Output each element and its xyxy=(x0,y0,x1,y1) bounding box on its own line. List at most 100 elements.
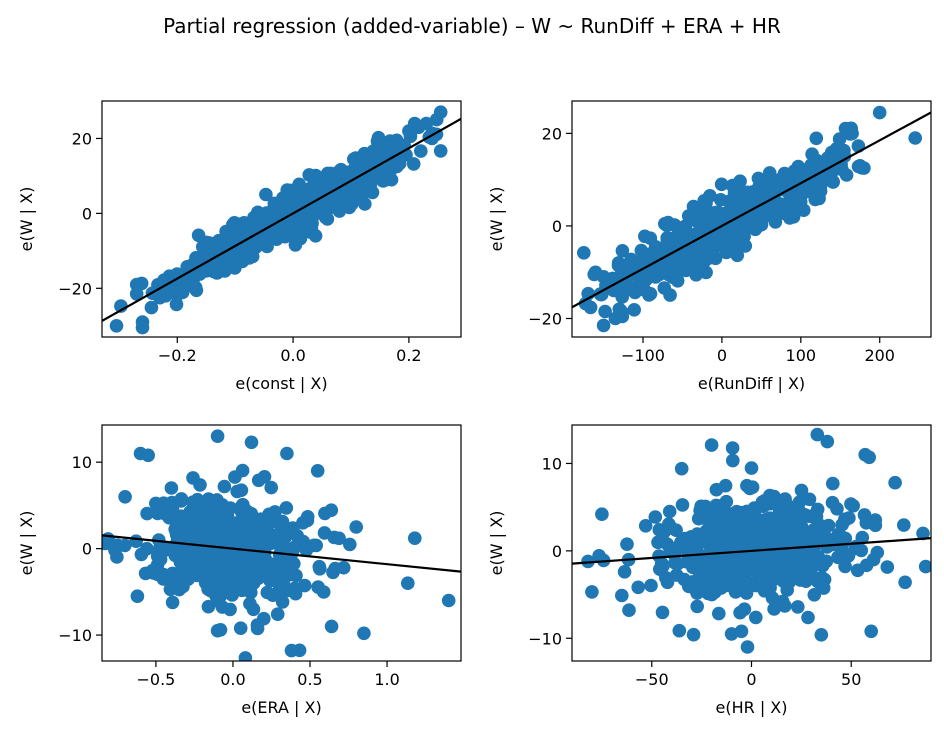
data-point xyxy=(660,234,675,248)
data-point xyxy=(743,551,757,566)
data-point xyxy=(286,193,301,208)
data-point xyxy=(686,627,701,642)
data-point xyxy=(585,585,599,599)
data-point xyxy=(714,177,729,192)
y-tick-label: −10 xyxy=(528,629,562,648)
data-point xyxy=(627,303,641,317)
data-point xyxy=(288,586,303,601)
x-tick-label: 0.0 xyxy=(220,670,245,689)
data-point xyxy=(218,264,232,278)
data-point xyxy=(757,557,772,572)
data-point xyxy=(749,524,763,539)
data-point xyxy=(158,289,173,303)
data-point xyxy=(129,534,143,548)
panel-hr: −50 0 50 −10 0 10 e(HR | X) e(W | X) xyxy=(487,424,932,717)
data-point xyxy=(257,470,272,484)
data-point xyxy=(621,278,635,293)
data-point xyxy=(165,595,180,610)
data-point xyxy=(697,194,711,208)
data-point xyxy=(866,552,881,567)
data-point xyxy=(810,427,825,442)
data-point xyxy=(247,210,261,225)
data-point xyxy=(204,573,218,587)
data-point xyxy=(837,143,851,158)
x-tick-label: −0.2 xyxy=(158,346,197,365)
data-point xyxy=(592,549,606,563)
data-point xyxy=(620,537,634,551)
data-point xyxy=(324,619,339,634)
data-point xyxy=(433,144,448,158)
data-point xyxy=(671,556,685,571)
data-point xyxy=(809,160,823,174)
data-point xyxy=(419,116,434,131)
data-point xyxy=(193,496,207,510)
data-point xyxy=(182,554,196,568)
panel-era: −0.5 0.0 0.5 1.0 −10 0 10 e(ERA | X) e(W | X) xyxy=(17,424,462,717)
data-point xyxy=(817,527,831,542)
data-point xyxy=(153,552,168,567)
data-point xyxy=(703,250,717,264)
data-point xyxy=(186,471,200,485)
data-point xyxy=(805,147,819,161)
data-point xyxy=(815,559,830,573)
data-point xyxy=(862,450,876,465)
data-point xyxy=(425,131,439,146)
data-point xyxy=(655,605,670,620)
data-point xyxy=(336,560,351,575)
data-point xyxy=(898,575,912,590)
data-point xyxy=(408,531,422,545)
data-point xyxy=(172,514,186,528)
data-point xyxy=(791,159,806,174)
data-point xyxy=(612,302,627,317)
data-point xyxy=(637,283,652,297)
data-point xyxy=(859,516,874,530)
data-point xyxy=(719,494,734,509)
y-tick-label: −20 xyxy=(58,279,92,298)
data-point xyxy=(170,288,185,302)
data-point xyxy=(791,600,805,614)
data-point xyxy=(839,168,854,182)
data-point xyxy=(853,159,867,173)
data-point xyxy=(270,607,285,621)
data-point xyxy=(794,183,809,198)
data-point xyxy=(363,177,378,192)
data-point xyxy=(109,319,124,333)
data-point xyxy=(802,571,816,585)
data-point xyxy=(660,575,675,590)
data-point xyxy=(714,526,728,541)
data-point xyxy=(332,531,346,546)
data-point xyxy=(739,586,754,600)
data-point xyxy=(207,499,221,513)
data-point xyxy=(407,116,422,131)
data-point xyxy=(712,606,726,621)
data-point xyxy=(343,537,357,552)
data-point xyxy=(826,476,840,491)
data-point xyxy=(832,132,847,146)
data-point xyxy=(188,543,202,557)
data-point xyxy=(686,199,701,214)
data-point xyxy=(130,589,145,603)
data-point xyxy=(266,588,280,602)
data-point xyxy=(880,560,895,574)
data-point xyxy=(144,300,159,315)
data-point xyxy=(294,219,308,233)
y-axis-label: e(W | X) xyxy=(487,187,506,252)
data-point xyxy=(262,209,277,223)
data-point xyxy=(786,548,800,563)
data-point xyxy=(611,258,626,273)
y-tick-label: −20 xyxy=(528,309,562,328)
data-point xyxy=(712,564,727,579)
data-point xyxy=(257,611,271,626)
data-point xyxy=(598,304,612,319)
data-point xyxy=(617,565,632,579)
data-point xyxy=(269,219,284,233)
data-point xyxy=(274,527,289,542)
data-point xyxy=(801,610,815,625)
data-point xyxy=(378,145,392,159)
y-tick-label: 0 xyxy=(82,204,92,223)
data-point xyxy=(726,556,740,571)
data-point xyxy=(834,157,848,172)
axes-frame xyxy=(101,100,462,338)
data-point xyxy=(725,216,740,230)
